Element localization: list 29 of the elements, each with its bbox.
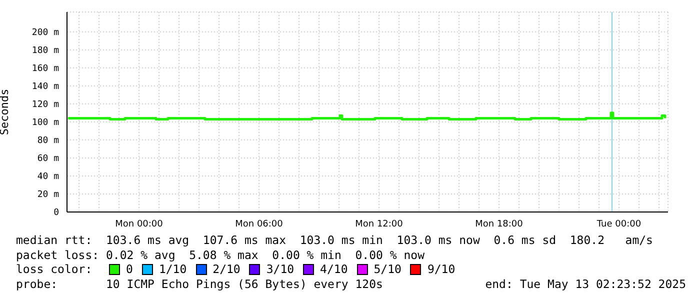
x-tick-label: Tue 00:00	[596, 219, 642, 230]
y-tick-label: 40 m	[37, 172, 59, 182]
legend-label: 4/10	[320, 262, 348, 276]
y-tick-label: 200 m	[32, 28, 59, 38]
legend-label: 5/10	[374, 262, 402, 276]
y-tick-label: 140 m	[32, 82, 59, 92]
x-tick-label: Mon 06:00	[235, 219, 284, 230]
x-tick-label: Mon 18:00	[475, 219, 524, 230]
y-tick-label: 180 m	[32, 46, 59, 56]
text: packet loss: 0.02 % avg 5.08 % max 0.00 % min 0.00 % now	[16, 248, 426, 262]
legend-title: loss color:	[16, 262, 94, 276]
text: median rtt: 103.6 ms avg 107.6 ms max 103.0 ms min 103.0 ms now 0.6 ms sd 180.2 am/s	[16, 233, 654, 248]
y-axis-title: Seconds	[0, 88, 11, 136]
legend-label: 0	[126, 262, 133, 276]
x-tick-label: Mon 00:00	[115, 219, 164, 230]
y-tick-label: 120 m	[32, 100, 59, 110]
y-tick-label: 100 m	[32, 118, 59, 128]
y-tick-label: 160 m	[32, 64, 59, 74]
y-tick-label: 20 m	[37, 190, 59, 200]
legend-label: 1/10	[158, 262, 187, 276]
x-tick-label: Mon 12:00	[355, 219, 404, 230]
legend-label: 2/10	[212, 262, 240, 276]
text: end: Tue May 13 02:23:52 2025	[485, 276, 686, 291]
y-tick-label: 80 m	[37, 136, 59, 146]
y-tick-label: 60 m	[37, 154, 59, 164]
legend-label: 9/10	[427, 262, 456, 276]
y-tick-label: 0	[54, 208, 59, 218]
legend-label: 3/10	[266, 262, 294, 276]
text: probe: 10 ICMP Echo Pings (56 Bytes) every 120s	[16, 276, 383, 291]
